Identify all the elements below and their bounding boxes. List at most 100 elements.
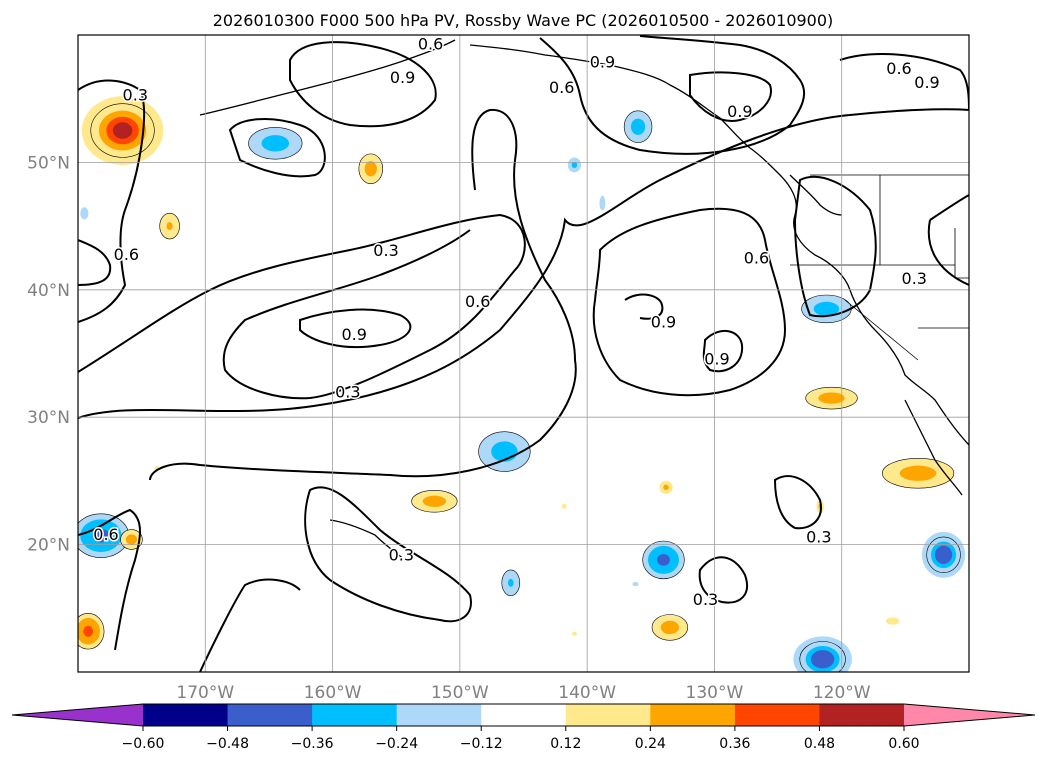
contour-label: 0.6 bbox=[549, 78, 574, 97]
pc-feature-negative-7 bbox=[599, 195, 606, 211]
pc-fill-level-4 bbox=[112, 122, 133, 139]
colorbar-segment-1 bbox=[227, 704, 313, 726]
pv-contour-0.3-belt bbox=[78, 108, 969, 419]
pc-fill-level-4 bbox=[657, 554, 670, 566]
colorbar-tick-label: 0.36 bbox=[719, 736, 750, 752]
lon-tick-label: 150°W bbox=[431, 683, 489, 703]
pc-feature-negative-19 bbox=[642, 540, 685, 580]
colorbar-segment-6 bbox=[650, 704, 736, 726]
pc-fill-level-4 bbox=[267, 138, 284, 149]
pc-feature-positive-23 bbox=[78, 613, 105, 650]
pv-contour-0.6-west bbox=[78, 79, 145, 323]
contour-label: 0.9 bbox=[914, 73, 939, 92]
pc-feature-positive-9 bbox=[805, 386, 858, 410]
pc-fill-level-4 bbox=[818, 304, 835, 314]
pc-fill-level-4 bbox=[496, 445, 513, 458]
pc-fill-level-4 bbox=[562, 504, 566, 508]
colorbar-segment-4 bbox=[481, 704, 567, 726]
pc-feature-positive-24 bbox=[651, 614, 689, 641]
pv-contour-0.3-se-b bbox=[698, 556, 748, 604]
colorbar-tick-label: −0.24 bbox=[375, 736, 418, 752]
pc-fill-level-4 bbox=[664, 623, 676, 632]
pc-feature-negative-4 bbox=[80, 207, 89, 220]
colorbar-tick-label: −0.48 bbox=[206, 736, 249, 752]
coastlines bbox=[199, 39, 969, 561]
contour-label: 0.6 bbox=[465, 292, 490, 311]
pv-contour-0.9-mid bbox=[299, 308, 412, 349]
pc-feature-negative-6 bbox=[567, 157, 582, 173]
pv-contour-0.6-southwest bbox=[78, 508, 141, 651]
pc-fill-level-4 bbox=[633, 121, 643, 132]
pc-feature-positive-10 bbox=[882, 458, 955, 489]
pc-feature-positive-0 bbox=[81, 96, 164, 165]
pc-feature-negative-5 bbox=[623, 110, 653, 143]
pc-fill-level-4 bbox=[889, 619, 896, 623]
contour-label: 0.6 bbox=[744, 249, 769, 268]
pv-contour-0.6-east-ridge bbox=[539, 35, 806, 155]
pc-feature-positive-14 bbox=[561, 503, 567, 509]
pc-fill-level-4 bbox=[427, 497, 442, 505]
colorbar-tick-label: 0.48 bbox=[804, 736, 835, 752]
contour-label: 0.9 bbox=[590, 53, 615, 72]
pc-fill-level-4 bbox=[633, 582, 638, 586]
pc-fill-level-4 bbox=[571, 161, 578, 169]
contour-label: 0.3 bbox=[693, 590, 718, 609]
colorbar-tick-label: −0.36 bbox=[291, 736, 334, 752]
colorbar-segment-5 bbox=[565, 704, 651, 726]
pc-fill-level-4 bbox=[83, 625, 94, 637]
pc-fill-level-4 bbox=[907, 468, 930, 478]
pv-contour-lines bbox=[78, 35, 969, 672]
pv-contour-0.9-north bbox=[228, 118, 326, 178]
chart-title: 2026010300 F000 500 hPa PV, Rossby Wave … bbox=[213, 11, 834, 30]
contour-label: 0.3 bbox=[123, 86, 148, 105]
pc-fill-level-4 bbox=[81, 209, 87, 218]
border-state-ut bbox=[954, 228, 969, 279]
pc-fill-level-4 bbox=[663, 484, 669, 491]
contour-label: 0.3 bbox=[902, 269, 927, 288]
pc-feature-positive-1 bbox=[358, 153, 383, 184]
pc-fill-level-4 bbox=[938, 549, 949, 561]
pc-feature-negative-8 bbox=[801, 294, 852, 324]
map-area: 0.30.60.60.30.90.30.60.30.90.60.90.60.90… bbox=[78, 35, 969, 672]
pc-fill-level-4 bbox=[572, 632, 576, 636]
colorbar: −0.60 −0.48 −0.36 −0.24 −0.12 0.12 0.24 0.36 0.4… bbox=[11, 703, 1036, 752]
lat-tick-label: 30°N bbox=[27, 408, 70, 428]
map-gridlines bbox=[78, 35, 969, 672]
pc-feature-positive-25 bbox=[571, 631, 577, 636]
lat-tick-label: 20°N bbox=[27, 536, 70, 556]
pc-fill-level-4 bbox=[128, 536, 135, 543]
colorbar-tick-label: −0.60 bbox=[122, 736, 165, 752]
pv-contour-0.9-east-b bbox=[702, 330, 744, 373]
contour-label: 0.3 bbox=[373, 241, 398, 260]
pc-feature-positive-26 bbox=[885, 617, 900, 625]
coast-vancouver bbox=[789, 174, 843, 216]
pc-feature-negative-20 bbox=[632, 582, 639, 587]
pc-feature-negative-27 bbox=[793, 636, 852, 672]
colorbar-tick-label: 0.60 bbox=[888, 736, 919, 752]
pc-fill-level-4 bbox=[508, 578, 514, 587]
border-state-ca bbox=[844, 299, 919, 361]
lat-tick-label: 50°N bbox=[27, 153, 70, 173]
contour-label: 0.9 bbox=[651, 312, 676, 331]
coast-baja bbox=[904, 399, 963, 496]
pv-contour-0.3-main bbox=[78, 213, 526, 400]
pc-fill-level-4 bbox=[92, 528, 110, 543]
colorbar-segment-0 bbox=[143, 704, 229, 726]
pv-contour-0.9-east-ridge bbox=[689, 71, 772, 122]
colorbar-segment-3 bbox=[396, 704, 482, 726]
pc-fill-level-4 bbox=[601, 200, 604, 207]
contour-label: 0.6 bbox=[418, 35, 443, 54]
pv-contour-0.6-east bbox=[592, 207, 787, 397]
colorbar-segment-8 bbox=[819, 704, 905, 726]
pc-fill-level-4 bbox=[166, 222, 173, 231]
map-frame bbox=[77, 34, 970, 673]
pc-feature-negative-3 bbox=[248, 127, 303, 160]
axis-tick-labels: 170°W 160°W 150°W 140°W 130°W 120°W 20°N 30°N 40… bbox=[27, 153, 871, 703]
pc-feature-positive-12 bbox=[411, 490, 458, 513]
pv-contour-0.3-southwest bbox=[199, 578, 301, 672]
pc-feature-positive-15 bbox=[659, 480, 673, 494]
pc-feature-positive-2 bbox=[159, 212, 180, 240]
colorbar-extend-min bbox=[12, 704, 143, 726]
colorbar-tick-label: 0.24 bbox=[635, 736, 666, 752]
